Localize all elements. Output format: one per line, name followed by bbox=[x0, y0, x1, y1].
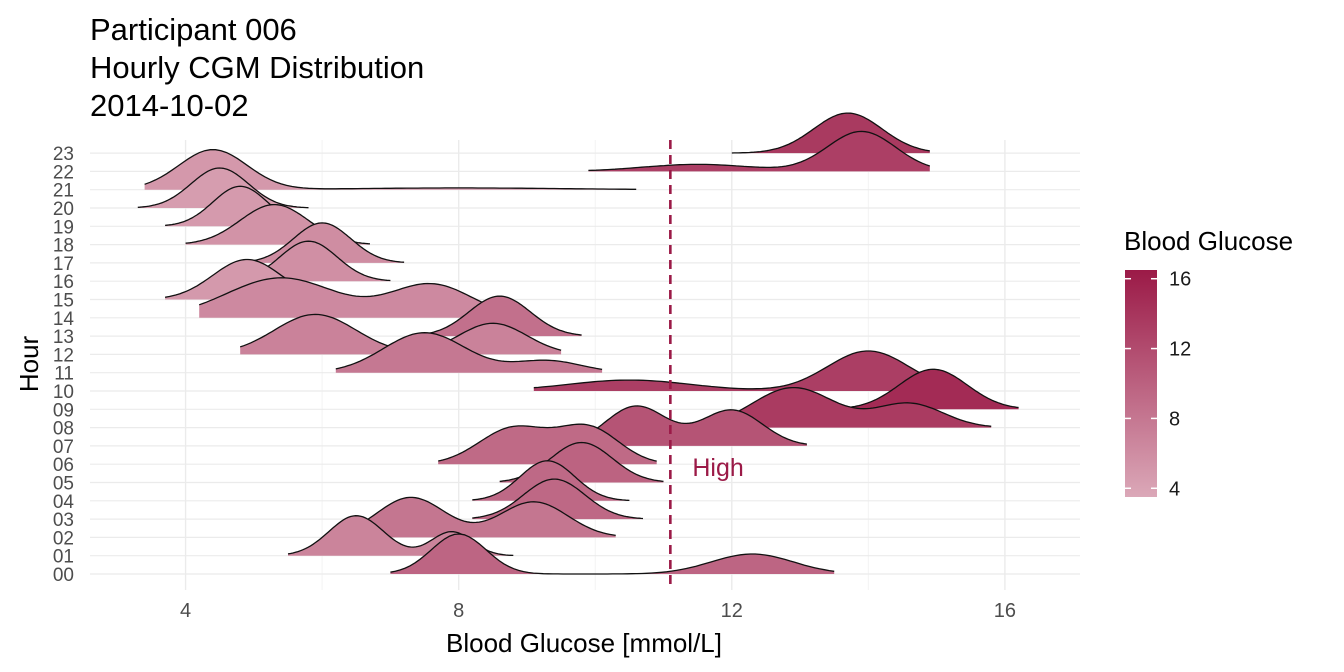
y-tick-label-20: 20 bbox=[53, 199, 74, 220]
y-tick-label-10: 10 bbox=[53, 382, 74, 403]
y-tick-label-07: 07 bbox=[53, 437, 74, 458]
ridge-outline-08 bbox=[711, 386, 992, 427]
y-tick-label-04: 04 bbox=[53, 492, 75, 513]
x-tick-labels: 4 8 12 16 bbox=[180, 600, 1016, 622]
chart-title-line-2: Hourly CGM Distribution bbox=[90, 50, 425, 85]
ridge-hour-07 bbox=[560, 405, 807, 446]
ridge-hour-14 bbox=[198, 277, 521, 318]
ridge-hour-20 bbox=[137, 167, 309, 209]
ridge-outline-20 bbox=[137, 167, 309, 209]
ridge-fill-14 bbox=[199, 277, 521, 318]
ridge-fill-02 bbox=[342, 497, 616, 538]
y-tick-label-21: 21 bbox=[53, 181, 74, 202]
y-tick-label-12: 12 bbox=[53, 345, 74, 366]
ridges bbox=[137, 112, 1019, 575]
y-tick-label-13: 13 bbox=[53, 327, 74, 348]
y-tick-label-16: 16 bbox=[53, 272, 74, 293]
legend-title: Blood Glucose bbox=[1124, 226, 1294, 256]
ridge-hour-02 bbox=[342, 496, 616, 538]
y-tick-label-22: 22 bbox=[53, 162, 74, 183]
ridge-hour-22 bbox=[588, 130, 931, 172]
chart-title-line-3: 2014-10-02 bbox=[90, 88, 249, 123]
ridge-hour-10 bbox=[533, 350, 944, 391]
x-axis-title: Blood Glucose [mmol/L] bbox=[446, 628, 722, 658]
y-tick-label-11: 11 bbox=[54, 364, 74, 385]
ridge-outline-02 bbox=[342, 496, 616, 537]
x-tick-label-4: 4 bbox=[180, 600, 191, 622]
y-tick-label-14: 14 bbox=[53, 309, 75, 330]
ridge-outline-17 bbox=[246, 222, 405, 263]
ridge-outline-06 bbox=[438, 423, 657, 462]
ridge-outline-14 bbox=[198, 277, 521, 316]
ridge-fill-09 bbox=[834, 369, 1019, 410]
y-tick-label-15: 15 bbox=[53, 291, 74, 312]
ridge-outline-13 bbox=[417, 295, 582, 336]
y-tick-label-17: 17 bbox=[53, 254, 74, 275]
legend-bar bbox=[1125, 270, 1157, 497]
ridge-fill-10 bbox=[533, 351, 944, 391]
ridge-outline-21 bbox=[144, 149, 637, 190]
legend-tick-label-8: 8 bbox=[1169, 408, 1180, 430]
x-tick-label-16: 16 bbox=[994, 600, 1016, 622]
ridge-outline-09 bbox=[834, 368, 1019, 410]
legend-tick-label-4: 4 bbox=[1169, 478, 1180, 500]
y-tick-label-01: 01 bbox=[53, 547, 74, 568]
y-axis-title: Hour bbox=[14, 335, 44, 392]
ridge-fill-11 bbox=[335, 332, 603, 373]
ridge-outline-10 bbox=[533, 350, 944, 390]
y-tick-label-23: 23 bbox=[53, 144, 74, 165]
y-tick-label-18: 18 bbox=[53, 236, 74, 257]
x-tick-label-8: 8 bbox=[453, 600, 464, 622]
ridge-fill-07 bbox=[561, 405, 807, 446]
ridge-fill-00 bbox=[390, 534, 835, 574]
y-tick-label-08: 08 bbox=[53, 419, 74, 440]
y-tick-label-09: 09 bbox=[53, 400, 74, 421]
ridge-outline-07 bbox=[560, 405, 807, 445]
y-tick-label-19: 19 bbox=[53, 217, 74, 238]
ridge-hour-11 bbox=[335, 332, 603, 373]
y-tick-label-02: 02 bbox=[53, 528, 74, 549]
threshold-label: High bbox=[692, 454, 743, 482]
x-tick-label-12: 12 bbox=[721, 600, 743, 622]
chart-title-line-1: Participant 006 bbox=[90, 12, 297, 47]
threshold-group: High bbox=[669, 140, 744, 588]
ridge-outline-00 bbox=[390, 533, 835, 575]
ridge-outline-03 bbox=[472, 478, 644, 520]
y-tick-label-05: 05 bbox=[53, 474, 74, 495]
legend-tick-label-12: 12 bbox=[1169, 339, 1191, 361]
ridge-outline-23 bbox=[731, 112, 930, 154]
ridge-hour-09 bbox=[834, 368, 1019, 410]
y-tick-label-06: 06 bbox=[53, 455, 74, 476]
y-tick-labels: 0001020304050607080910111213141516171819… bbox=[53, 144, 75, 586]
ridge-fill-12 bbox=[240, 314, 562, 355]
ridge-fill-20 bbox=[137, 168, 309, 208]
ridge-fill-15 bbox=[165, 259, 357, 300]
ridge-fill-22 bbox=[588, 131, 930, 172]
ridge-hour-13 bbox=[417, 295, 582, 337]
y-tick-label-03: 03 bbox=[53, 510, 74, 531]
y-tick-label-00: 00 bbox=[53, 565, 74, 586]
ridge-outline-04 bbox=[472, 460, 630, 502]
legend-colorbar: 4 8 12 16 bbox=[1125, 269, 1191, 500]
ridge-fill-13 bbox=[417, 296, 582, 337]
ridge-hour-00 bbox=[390, 533, 835, 575]
ridge-hour-08 bbox=[711, 386, 992, 428]
legend-tick-label-16: 16 bbox=[1169, 269, 1191, 291]
ridge-outline-11 bbox=[335, 332, 603, 371]
ridge-hour-21 bbox=[144, 149, 637, 190]
ridge-fill-21 bbox=[144, 149, 637, 190]
ridge-outline-22 bbox=[588, 130, 931, 172]
